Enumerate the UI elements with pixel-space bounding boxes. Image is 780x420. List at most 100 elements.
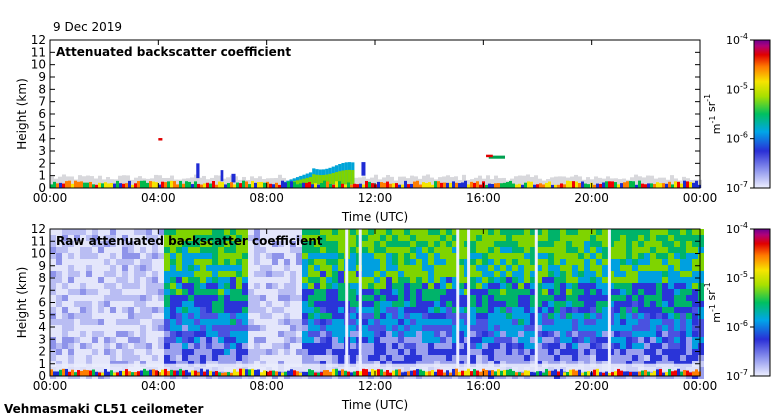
heatmap-cell (164, 271, 170, 277)
heatmap-cell (212, 313, 218, 319)
heatmap-cell (242, 349, 248, 355)
heatmap-cell (296, 277, 302, 283)
heatmap-cell (170, 289, 176, 295)
surface-layer (530, 181, 533, 188)
heatmap-cell (620, 313, 626, 319)
heatmap-cell (578, 241, 584, 247)
heatmap-cell (260, 301, 266, 307)
heatmap-cell (644, 295, 650, 301)
heatmap-cell (290, 331, 296, 337)
cloud-feature (321, 174, 326, 185)
surface-layer (608, 372, 611, 376)
heatmap-cell (518, 295, 524, 301)
heatmap-cell (338, 229, 344, 235)
heatmap-cell (428, 349, 434, 355)
heatmap-cell (374, 277, 380, 283)
heatmap-cell (470, 289, 476, 295)
heatmap-cell (74, 343, 80, 349)
heatmap-cell (248, 313, 254, 319)
heatmap-cell (560, 283, 566, 289)
heatmap-cell (620, 301, 626, 307)
heatmap-cell (434, 259, 440, 265)
surface-layer (401, 184, 404, 188)
surface-layer (158, 372, 161, 376)
heatmap-cell (80, 307, 86, 313)
heatmap-cell (476, 301, 482, 307)
colorbar-tick-label: 10-7 (726, 180, 748, 195)
heatmap-cell (680, 259, 686, 265)
heatmap-cell (608, 277, 614, 283)
surface-layer (266, 181, 269, 188)
heatmap-cell (506, 241, 512, 247)
heatmap-cell (656, 325, 662, 331)
heatmap-cell (458, 313, 464, 319)
heatmap-cell (542, 259, 548, 265)
heatmap-cell (272, 313, 278, 319)
heatmap-cell (632, 283, 638, 289)
heatmap-cell (170, 307, 176, 313)
heatmap-cell (554, 307, 560, 313)
heatmap-cell (362, 283, 368, 289)
heatmap-cell (332, 253, 338, 259)
heatmap-cell (542, 319, 548, 325)
heatmap-cell (182, 229, 188, 235)
surface-layer (497, 183, 500, 188)
surface-layer (596, 368, 599, 376)
heatmap-cell (80, 331, 86, 337)
heatmap-cell (236, 229, 242, 235)
heatmap-cell (302, 331, 308, 337)
surface-layer (419, 369, 422, 376)
heatmap-cell (290, 283, 296, 289)
heatmap-cell (464, 307, 470, 313)
heatmap-cell (308, 355, 314, 361)
heatmap-cell (226, 177, 230, 188)
surface-layer (452, 368, 455, 376)
heatmap-cell (584, 229, 590, 235)
heatmap-cell (518, 247, 524, 253)
surface-layer (116, 180, 119, 188)
y-tick-label: 4 (38, 320, 46, 334)
heatmap-cell (68, 271, 74, 277)
heatmap-cell (182, 337, 188, 343)
heatmap-cell (290, 301, 296, 307)
heatmap-cell (692, 295, 698, 301)
heatmap-cell (656, 235, 662, 241)
heatmap-cell (446, 229, 452, 235)
heatmap-cell (596, 307, 602, 313)
heatmap-cell (296, 259, 302, 265)
heatmap-cell (518, 241, 524, 247)
heatmap-cell (362, 235, 368, 241)
heatmap-cell (614, 247, 620, 253)
heatmap-cell (386, 265, 392, 271)
heatmap-cell (524, 253, 530, 259)
surface-layer (605, 371, 608, 376)
heatmap-cell (422, 313, 428, 319)
heatmap-cell (578, 271, 584, 277)
heatmap-cell (572, 271, 578, 277)
heatmap-cell (266, 295, 272, 301)
surface-layer (164, 182, 167, 188)
heatmap-cell (296, 235, 302, 241)
surface-layer (395, 183, 398, 188)
heatmap-cell (434, 289, 440, 295)
heatmap-cell (662, 295, 668, 301)
surface-layer (95, 371, 98, 376)
heatmap-cell (254, 349, 260, 355)
surface-layer (674, 370, 677, 376)
heatmap-cell (416, 289, 422, 295)
heatmap-cell (92, 337, 98, 343)
heatmap-cell (500, 313, 506, 319)
surface-layer (227, 372, 230, 376)
heatmap-cell (308, 343, 314, 349)
surface-layer (440, 182, 443, 188)
heatmap-cell (272, 235, 278, 241)
heatmap-cell (194, 355, 200, 361)
heatmap-cell (230, 259, 236, 265)
heatmap-cell (470, 295, 476, 301)
heatmap-cell (104, 271, 110, 277)
heatmap-cell (692, 247, 698, 253)
heatmap-cell (536, 295, 542, 301)
heatmap-cell (152, 337, 158, 343)
heatmap-cell (380, 313, 386, 319)
heatmap-cell (56, 319, 62, 325)
